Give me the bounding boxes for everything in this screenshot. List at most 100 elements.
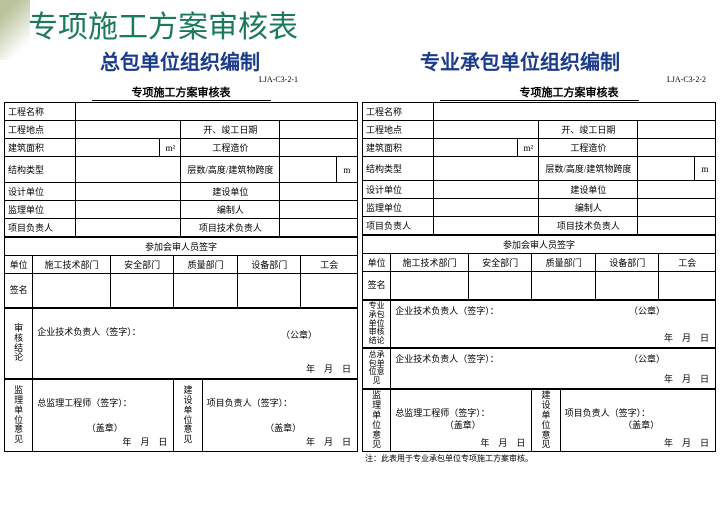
- cell: 工程造价: [539, 139, 638, 157]
- cell: [280, 201, 358, 219]
- form-left: LJA-C3-2-1 专项施工方案审核表 工程名称 工程地点开、竣工日期 建筑面…: [4, 75, 358, 464]
- cell: 工程造价: [181, 139, 280, 157]
- sig-table-left: 参加会审人员签字 单位 施工技术部门 安全部门 质量部门 设备部门 工会 签名: [4, 237, 358, 308]
- sup-body1: 总监理工程师（签字）： （盖章） 年 月 日: [391, 389, 532, 451]
- cell: [468, 272, 532, 300]
- form-right: LJA-C3-2-2 专项施工方案审核表 工程名称 工程地点开、竣工日期 建筑面…: [362, 75, 716, 464]
- cell: [638, 157, 694, 181]
- cell: [638, 217, 716, 235]
- sup-table-left: 监理单位意见 总监理工程师（签字）： （盖章） 年 月 日 建设单位意见 项目负…: [4, 379, 358, 452]
- cell: [638, 139, 716, 157]
- cell: 建筑面积: [363, 139, 434, 157]
- cell: 监理单位: [5, 201, 76, 219]
- seal: （公章）: [629, 305, 665, 318]
- sup-label: 监理单位意见: [5, 380, 33, 452]
- cell: [659, 272, 716, 300]
- cell: [391, 272, 469, 300]
- cell: [237, 274, 301, 308]
- s1: （盖章）: [449, 420, 481, 430]
- cell: [595, 272, 659, 300]
- cell: 施工技术部门: [391, 254, 469, 272]
- date: 年 月 日: [664, 373, 709, 386]
- concl1-body: 企业技术负责人（签字）： （公章） 年 月 日: [391, 301, 716, 348]
- subtitle-left: 总包单位组织编制: [100, 46, 260, 75]
- cell: 编制人: [181, 201, 280, 219]
- date: 年 月 日: [480, 437, 525, 450]
- sup-body2: 项目负责人（签字）： （盖章） 年 月 日: [202, 380, 357, 452]
- concl1-table-right: 专业承包单位审核结论 企业技术负责人（签字）： （公章） 年 月 日: [362, 300, 716, 348]
- concl2-table-right: 总承包单位意见 企业技术负责人（签字）： （公章） 年 月 日: [362, 348, 716, 389]
- cell: m²: [518, 139, 539, 157]
- cell: 单位: [5, 256, 33, 274]
- cell: 结构类型: [5, 157, 76, 183]
- cell: [174, 274, 238, 308]
- t: 企业技术负责人（签字）：: [395, 306, 499, 316]
- cell: [638, 199, 716, 217]
- cell: 工程地点: [5, 121, 76, 139]
- cell: 层数/高度/建筑物跨度: [181, 157, 280, 183]
- cell: [280, 157, 336, 183]
- main-title: 专项施工方案审核表: [0, 0, 720, 46]
- subtitle-right: 专业承包单位组织编制: [420, 46, 620, 75]
- cell: 设备部门: [237, 256, 301, 274]
- cell: [75, 183, 181, 201]
- cell: 签名: [5, 274, 33, 308]
- cell: 工程地点: [363, 121, 434, 139]
- cell: [110, 274, 174, 308]
- concl-body: 企业技术负责人（签字）： （公章） 年 月 日: [33, 309, 358, 379]
- s2: （盖章）: [270, 423, 302, 433]
- date: 年 月 日: [306, 436, 351, 449]
- cell: [75, 157, 181, 183]
- form-title-right-text: 专项施工方案审核表: [440, 87, 639, 101]
- cell: 设备部门: [595, 254, 659, 272]
- info-table-right: 工程名称 工程地点开、竣工日期 建筑面积m²工程造价 结构类型层数/高度/建筑物…: [362, 102, 716, 235]
- cell: 质量部门: [174, 256, 238, 274]
- cell: [433, 199, 539, 217]
- seal: （公章）: [629, 353, 665, 366]
- cell: [433, 181, 539, 199]
- cell: 建筑面积: [5, 139, 76, 157]
- t1: 总监理工程师（签字）：: [37, 398, 132, 408]
- cell: 项目负责人: [5, 219, 76, 237]
- cell: [75, 201, 181, 219]
- form-title-right: 专项施工方案审核表: [362, 84, 716, 100]
- sup-body1: 总监理工程师（签字）： （盖章） 年 月 日: [33, 380, 174, 452]
- s2: （盖章）: [628, 420, 660, 430]
- sig-header: 参加会审人员签字: [5, 238, 358, 256]
- cell: 工会: [301, 256, 358, 274]
- cell: [638, 121, 716, 139]
- cell: [75, 103, 357, 121]
- concl-text: 企业技术负责人（签字）：: [37, 327, 141, 337]
- cell: 开、竣工日期: [539, 121, 638, 139]
- t1: 总监理工程师（签字）：: [395, 408, 490, 418]
- date: 年 月 日: [664, 437, 709, 450]
- cell: [532, 272, 596, 300]
- s1: （盖章）: [91, 423, 123, 433]
- cell: 施工技术部门: [33, 256, 111, 274]
- cell: m: [694, 157, 715, 181]
- cell: 建设单位: [539, 181, 638, 199]
- cell: 层数/高度/建筑物跨度: [539, 157, 638, 181]
- sig-header: 参加会审人员签字: [363, 236, 716, 254]
- subtitles-row: 总包单位组织编制 专业承包单位组织编制: [0, 46, 720, 75]
- cell: [280, 121, 358, 139]
- cell: [301, 274, 358, 308]
- cell: [433, 103, 715, 121]
- cell: 项目负责人: [363, 217, 434, 235]
- cell: [33, 274, 111, 308]
- cell: [75, 219, 181, 237]
- seal: （公章）: [281, 329, 317, 342]
- cell: 项目技术负责人: [181, 219, 280, 237]
- cell: [280, 139, 358, 157]
- cell: [75, 139, 160, 157]
- concl-table-left: 审核结论 企业技术负责人（签字）： （公章） 年 月 日: [4, 308, 358, 379]
- date: 年 月 日: [664, 332, 709, 345]
- cell: [433, 121, 539, 139]
- concl2-body: 企业技术负责人（签字）： （公章） 年 月 日: [391, 348, 716, 388]
- cell: [280, 219, 358, 237]
- cell: 质量部门: [532, 254, 596, 272]
- concl-label: 审核结论: [5, 309, 33, 379]
- cell: 建设单位: [181, 183, 280, 201]
- cell: 安全部门: [110, 256, 174, 274]
- form-code-right: LJA-C3-2-2: [362, 75, 716, 84]
